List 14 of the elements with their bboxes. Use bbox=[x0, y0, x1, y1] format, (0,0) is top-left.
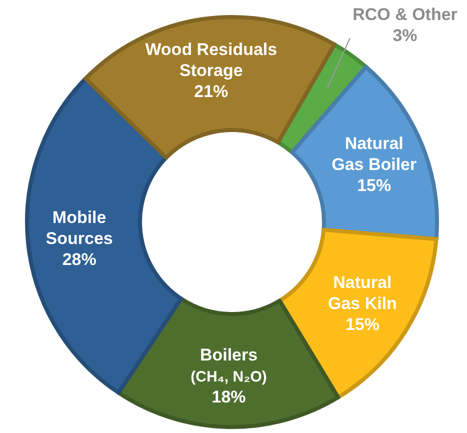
data-label: 28% bbox=[62, 250, 96, 269]
data-label: 3% bbox=[392, 26, 418, 45]
donut-slice bbox=[84, 15, 336, 160]
data-label: 21% bbox=[194, 82, 228, 101]
slice-label: Boilers (CH₄, N₂O) bbox=[190, 345, 267, 386]
slice-label: RCO & Other bbox=[352, 5, 458, 24]
slice-label: Natural Gas Kiln bbox=[328, 272, 397, 313]
data-label: 15% bbox=[357, 176, 392, 195]
data-label: 18% bbox=[212, 387, 246, 406]
slice-label: Natural Gas Boiler bbox=[332, 134, 418, 174]
donut-slice bbox=[278, 228, 438, 400]
data-label: 15% bbox=[345, 314, 380, 334]
slice-label: Mobile Sources bbox=[46, 208, 113, 248]
slice-label: Wood Residuals Storage bbox=[145, 40, 278, 80]
